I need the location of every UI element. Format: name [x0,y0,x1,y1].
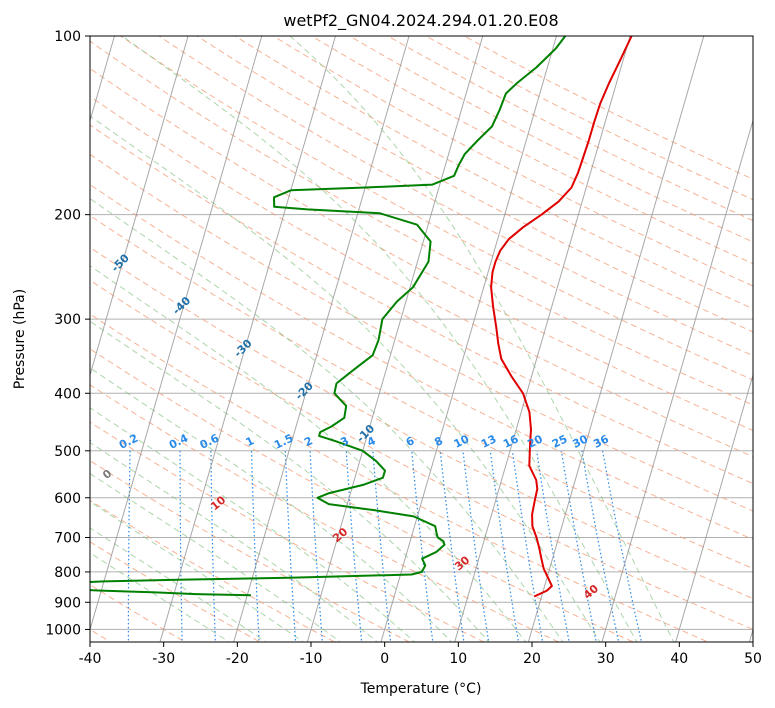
dry-adiabat [90,348,635,642]
pressure-gridlines [90,36,753,630]
moist-adiabat [90,472,342,642]
moist-adiabats [90,36,675,642]
dry-adiabat [90,384,560,642]
y-tick-label: 700 [54,531,81,547]
x-tick-label: 50 [744,651,762,667]
moist-adiabat [90,265,527,642]
chart-title: wetPf2_GN04.2024.294.01.20.E08 [283,11,558,31]
isotherm [601,118,753,642]
dry-adiabat [90,499,336,642]
x-tick-label: -30 [152,651,175,667]
mixing-ratio-label: 13 [479,432,498,450]
y-axis-label: Pressure (hPa) [12,289,28,389]
mixing-ratio-label: 20 [525,432,545,451]
dry-adiabat [119,36,753,381]
y-tick-label: 200 [54,208,81,224]
y-tick-label: 400 [54,386,81,402]
mixing-ratio-label: 25 [550,432,569,450]
moist-adiabat [90,367,453,642]
isotherm [90,36,189,377]
isotherm [454,36,631,642]
mixing-ratio-line [581,450,620,642]
mixing-ratio-line [511,450,544,642]
isotherm [675,373,753,642]
x-tick-label: 20 [523,651,541,667]
dry-adiabat [90,246,753,600]
mixing-ratio-line [560,450,597,642]
moist-adiabat [90,501,305,642]
x-axis-label: Temperature (°C) [360,681,482,697]
dry-adiabat [196,36,753,333]
x-tick-label: -40 [79,651,102,667]
y-tick-label: 600 [54,491,81,507]
dry-adiabat [90,214,753,570]
axes: -40 -30 -20 -10 0 10 20 30 40 50 100 200 300 400 500 60… [45,29,762,667]
y-tick-label: 1000 [45,622,81,638]
x-tick-label: 30 [597,651,615,667]
dry-adiabat [90,95,753,458]
moist-adiabat [90,320,490,642]
dewpoint-trace-lower [90,589,251,597]
mixing-ratio-line [602,450,643,642]
dry-adiabat [90,153,753,512]
x-tick-label: -20 [226,651,249,667]
mixing-ratio-label: 10 [452,432,472,451]
isotherm [159,36,336,642]
moist-adiabat [289,36,675,642]
dry-adiabat [90,313,710,642]
dry-adiabat [90,584,187,642]
skewed-isotherms [90,36,753,642]
dry-adiabat [90,124,753,485]
moist-adiabat [90,407,416,642]
temperature-trace [490,36,633,598]
mixing-ratio-line [489,450,520,642]
isotherm [90,36,263,632]
y-tick-label: 500 [54,444,81,460]
dry-adiabat [90,67,753,432]
mixing-ratio-label: 16 [501,432,521,451]
x-tick-label: -10 [300,651,323,667]
dewpoint-trace [90,36,567,583]
isotherm [380,36,557,642]
y-tick-label: 100 [54,29,81,45]
y-tick-label: 900 [54,595,81,611]
moist-adiabat [121,36,638,642]
plot-frame [89,35,754,643]
mixing-ratio-lines [127,450,643,642]
mixing-ratio-label: 30 [571,432,591,451]
dry-adiabat [157,36,753,357]
mixing-ratio-line [536,450,570,642]
moist-adiabat [90,527,268,642]
y-tick-label: 800 [54,565,81,581]
x-tick-label: 10 [449,651,467,667]
moist-adiabat [90,198,564,642]
dry-adiabat [90,279,753,630]
isotherm [233,36,410,642]
mixing-ratio-label: 0.1 [70,432,93,452]
x-tick-label: 0 [380,651,389,667]
isotherm [306,36,484,642]
mixing-ratio-label: 36 [591,432,611,451]
sounding-traces [90,36,633,598]
x-tick-label: 40 [670,651,688,667]
dry-adiabat [90,183,753,540]
y-tick-label: 300 [54,312,81,328]
isotherm [527,36,705,642]
